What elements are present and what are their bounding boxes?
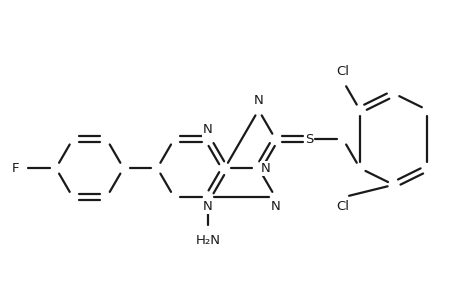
Text: N: N [270, 200, 280, 213]
Text: Cl: Cl [336, 200, 349, 213]
Text: N: N [261, 162, 270, 175]
Text: N: N [202, 124, 213, 136]
Text: N: N [202, 200, 213, 213]
Text: S: S [304, 133, 313, 146]
Text: N: N [253, 94, 263, 107]
Text: Cl: Cl [336, 65, 349, 78]
Text: H₂N: H₂N [195, 234, 220, 247]
Text: F: F [12, 162, 20, 175]
